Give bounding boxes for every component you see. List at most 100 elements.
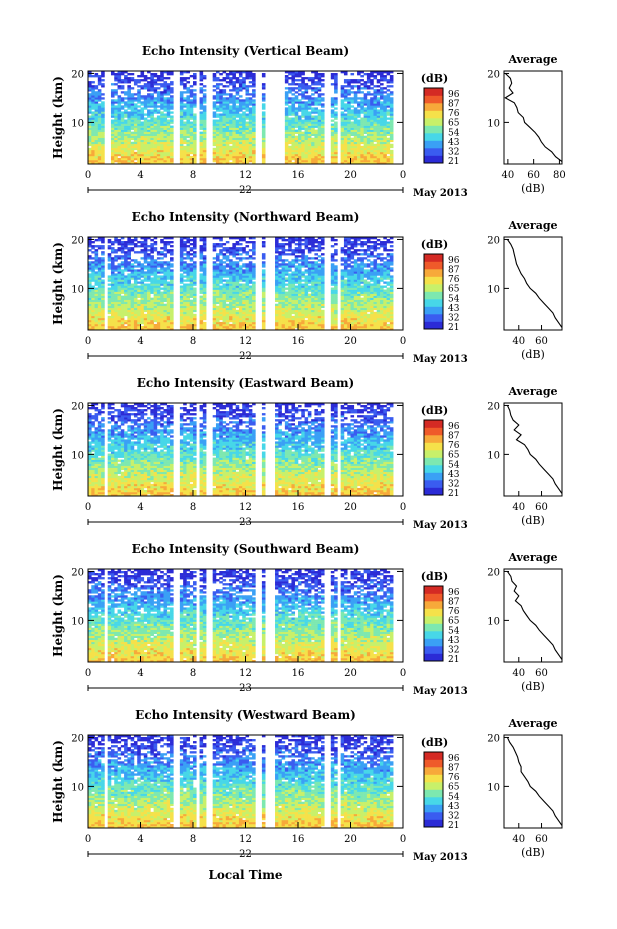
heatmap-cell: [166, 321, 171, 325]
heatmap-cell: [334, 77, 338, 80]
heatmap-cell: [114, 257, 118, 260]
heatmap-cell: [189, 125, 194, 128]
heatmap-cell: [334, 145, 338, 149]
heatmap-cell: [235, 123, 240, 126]
heatmap-cell: [140, 141, 145, 145]
heatmap-cell: [160, 75, 164, 78]
heatmap-cell: [242, 87, 246, 90]
heatmap-cell: [110, 295, 115, 298]
heatmap-cell: [143, 127, 148, 130]
heatmap-cell: [334, 153, 338, 157]
heatmap-cell: [360, 97, 364, 100]
heatmap-cell: [120, 151, 125, 155]
heatmap-cell: [183, 113, 187, 116]
heatmap-cell: [124, 309, 128, 313]
heatmap-cell: [222, 291, 227, 294]
heatmap-cell: [193, 137, 197, 141]
heatmap-cell: [163, 311, 168, 315]
heatmap-cell: [140, 289, 145, 292]
heatmap-cell: [317, 123, 322, 126]
heatmap-cell: [110, 267, 115, 270]
heatmap-cell: [281, 243, 286, 246]
heatmap-cell: [389, 81, 394, 84]
heatmap-cell: [147, 307, 151, 311]
heatmap-cell: [307, 159, 312, 163]
heatmap-cell: [275, 293, 279, 296]
heatmap-cell: [143, 133, 148, 136]
heatmap-cell: [88, 85, 92, 88]
heatmap-cell: [199, 139, 204, 143]
heatmap-cell: [117, 243, 122, 246]
heatmap-cell: [330, 143, 335, 147]
heatmap-cell: [376, 113, 381, 116]
heatmap-cell: [278, 253, 282, 256]
heatmap-cell: [383, 161, 387, 165]
heatmap-cell: [301, 105, 305, 108]
heatmap-cell: [153, 119, 158, 122]
heatmap-cell: [101, 237, 105, 240]
heatmap-cell: [143, 239, 148, 242]
heatmap-cell: [275, 323, 279, 327]
heatmap-cell: [366, 145, 371, 149]
heatmap-cell: [294, 111, 299, 114]
heatmap-cell: [150, 87, 154, 90]
heatmap-cell: [353, 151, 358, 155]
heatmap-cell: [301, 83, 305, 86]
heatmap-cell: [147, 295, 151, 298]
heatmap-cell: [163, 285, 168, 288]
heatmap-cell: [107, 241, 112, 244]
heatmap-cell: [97, 91, 102, 94]
heatmap-cell: [229, 283, 233, 286]
heatmap-cell: [97, 321, 102, 325]
heatmap-cell: [298, 133, 302, 136]
heatmap-cell: [124, 157, 128, 161]
heatmap-cell: [199, 87, 204, 90]
heatmap-cell: [212, 265, 217, 268]
heatmap-cell: [347, 125, 351, 128]
heatmap-cell: [261, 257, 266, 260]
heatmap-cell: [242, 137, 246, 141]
heatmap-cell: [150, 323, 154, 327]
heatmap-cell: [343, 109, 348, 112]
heatmap-cell: [160, 149, 164, 153]
heatmap-cell: [232, 115, 236, 118]
heatmap-cell: [235, 263, 240, 266]
heatmap-cell: [360, 119, 364, 122]
heatmap-cell: [137, 119, 141, 122]
heatmap-cell: [143, 291, 148, 294]
heatmap-cell: [301, 121, 305, 124]
heatmap-cell: [120, 255, 125, 258]
heatmap-cell: [278, 259, 282, 262]
heatmap-cell: [124, 251, 128, 254]
heatmap-cell: [357, 121, 361, 124]
heatmap-cell: [380, 135, 384, 139]
heatmap-cell: [120, 269, 125, 272]
heatmap-cell: [189, 293, 194, 296]
heatmap-cell: [347, 79, 351, 82]
heatmap-cell: [179, 257, 184, 260]
heatmap-cell: [360, 155, 364, 159]
heatmap-cell: [232, 151, 236, 155]
heatmap-cell: [127, 123, 131, 126]
heatmap-cell: [189, 155, 194, 159]
heatmap-cell: [343, 159, 348, 163]
heatmap-cell: [91, 327, 95, 331]
heatmap-cell: [245, 85, 250, 88]
heatmap-cell: [386, 157, 391, 161]
heatmap-cell: [212, 149, 217, 153]
heatmap-cell: [294, 157, 299, 161]
heatmap-cell: [110, 113, 115, 116]
heatmap-cell: [212, 249, 217, 252]
heatmap-cell: [284, 271, 289, 274]
heatmap-cell: [183, 161, 187, 165]
heatmap-cell: [124, 147, 128, 151]
heatmap-cell: [91, 107, 95, 110]
heatmap-cell: [150, 155, 154, 159]
heatmap-cell: [248, 249, 253, 252]
heatmap-cell: [294, 137, 299, 141]
heatmap-cell: [219, 91, 223, 94]
heatmap-cell: [88, 131, 92, 134]
heatmap-cell: [147, 257, 151, 260]
heatmap-cell: [97, 307, 102, 311]
heatmap-cell: [137, 113, 141, 116]
